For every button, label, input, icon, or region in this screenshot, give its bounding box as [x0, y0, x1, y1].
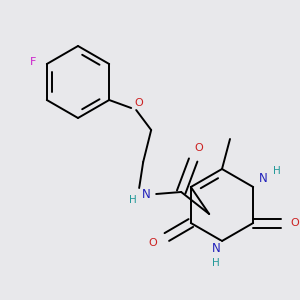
Text: O: O: [195, 143, 204, 153]
Text: O: O: [135, 98, 144, 108]
Text: H: H: [212, 258, 220, 268]
Text: F: F: [30, 57, 36, 67]
Text: O: O: [148, 238, 157, 248]
Text: H: H: [273, 166, 281, 176]
Text: H: H: [129, 195, 137, 205]
Text: O: O: [291, 218, 300, 228]
Text: N: N: [212, 242, 220, 256]
Text: N: N: [142, 188, 151, 200]
Text: N: N: [259, 172, 268, 185]
